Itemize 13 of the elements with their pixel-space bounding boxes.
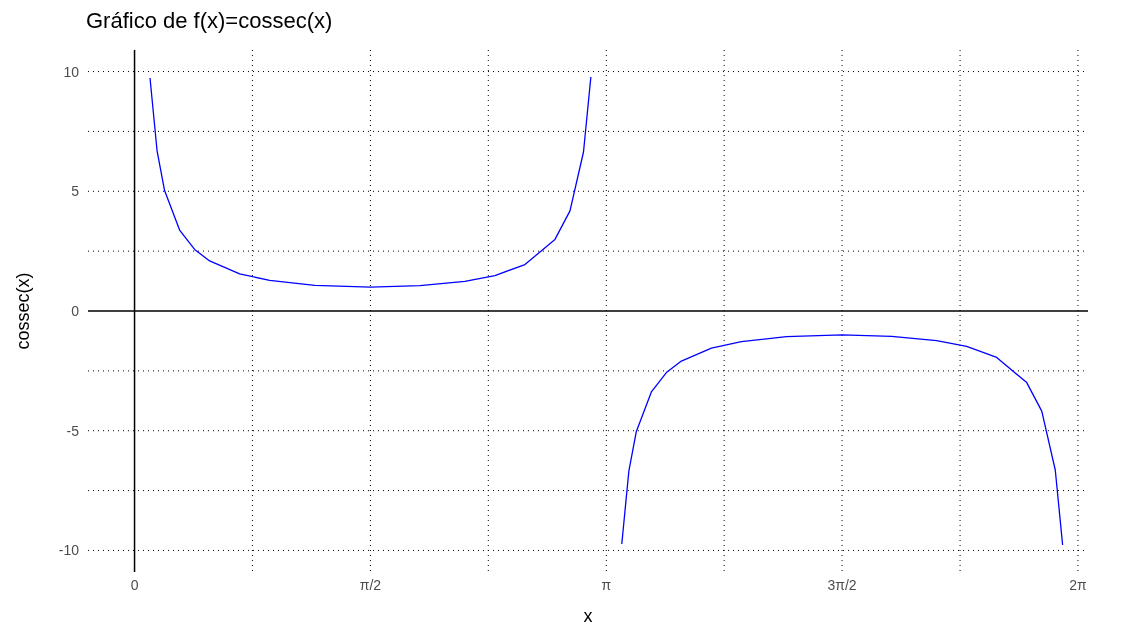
y-tick-label: 5: [71, 183, 80, 200]
y-tick-label: -5: [66, 422, 80, 439]
y-axis-title: cossec(x): [13, 272, 34, 350]
chart-title: Gráfico de f(x)=cossec(x): [86, 8, 334, 35]
x-axis-title: x: [583, 606, 593, 626]
y-tick-label: -10: [58, 542, 80, 559]
x-tick-label: π/2: [359, 576, 382, 593]
x-tick-label: 3π/2: [827, 576, 857, 593]
x-tick-label: 0: [130, 576, 139, 593]
x-tick-label: 2π: [1069, 576, 1087, 593]
y-tick-label: 10: [63, 63, 80, 80]
y-tick-label: 0: [71, 303, 80, 319]
x-tick-label: π: [601, 576, 612, 593]
